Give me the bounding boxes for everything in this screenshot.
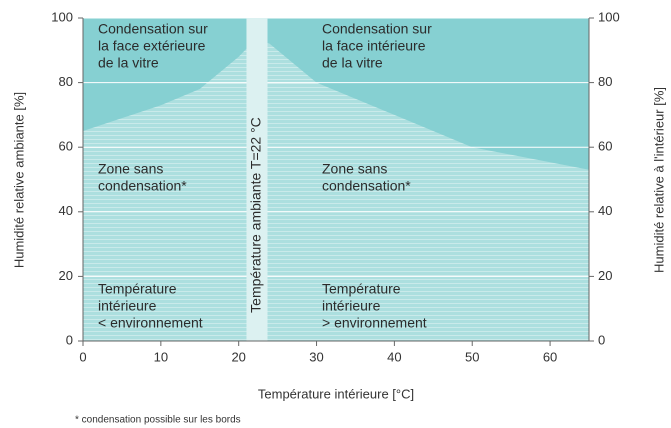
footnote: * condensation possible sur les bords [75,415,241,426]
region-annotation: Condensation sur [98,21,208,37]
region-annotation: Condensation sur [322,21,432,37]
region-annotation: de la vitre [322,55,383,71]
region-annotation: Température [322,281,401,297]
y2-tick-label: 60 [598,139,612,154]
y-tick-label: 0 [66,332,73,347]
region-annotation: < environnement [98,315,203,331]
region-annotation: Température [98,281,177,297]
region-annotation: la face extérieure [98,38,206,54]
x-tick-label: 0 [79,349,86,364]
y-axis-label: Humidité relative ambiante [%] [11,92,26,268]
x-tick-label: 10 [154,349,168,364]
y2-tick-label: 20 [598,268,612,283]
y-tick-label: 40 [59,203,73,218]
region-annotation: Zone sans [98,161,163,177]
region-annotation: intérieure [322,298,381,314]
x-tick-label: 20 [231,349,245,364]
ambient-label: Température ambiante T=22 °C [248,117,264,313]
region-annotation: intérieure [98,298,157,314]
region-annotation: condensation* [98,178,187,194]
region-annotation: condensation* [322,178,411,194]
region-annotation: > environnement [322,315,427,331]
y2-tick-label: 40 [598,203,612,218]
x-tick-label: 30 [309,349,323,364]
y2-axis-label: Humidité relative à l'intérieur [%] [651,87,666,273]
region-annotation: la face intérieure [322,38,426,54]
region-annotation: Zone sans [322,161,387,177]
y-tick-label: 20 [59,268,73,283]
x-tick-label: 50 [465,349,479,364]
y-tick-label: 80 [59,74,73,89]
x-tick-label: 60 [543,349,557,364]
y2-tick-label: 80 [598,74,612,89]
region-annotation: de la vitre [98,55,159,71]
x-tick-label: 40 [387,349,401,364]
y2-tick-label: 0 [598,332,605,347]
y-tick-label: 100 [51,9,73,24]
y-tick-label: 60 [59,139,73,154]
chart: Température intérieure [°C] Humidité rel… [0,0,671,428]
y2-tick-label: 100 [598,9,620,24]
x-axis-label: Température intérieure [°C] [258,386,414,401]
